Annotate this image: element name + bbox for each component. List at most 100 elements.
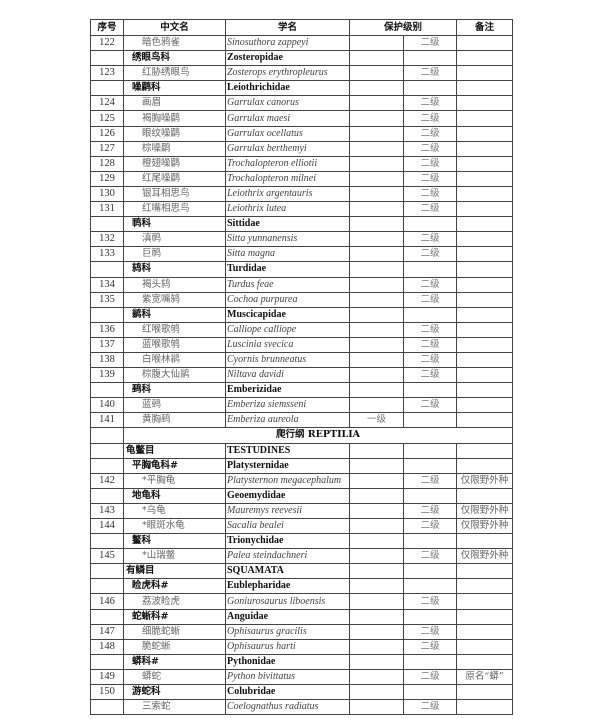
class-row: 爬行纲 REPTILIA <box>90 427 514 444</box>
family-chinese-name: 游蛇科 <box>123 684 226 701</box>
level-one <box>349 336 404 353</box>
level-two: 二级 <box>402 110 458 127</box>
level-one <box>349 563 404 580</box>
note-cell <box>456 216 514 233</box>
note-cell <box>456 457 514 474</box>
level-one <box>349 457 404 474</box>
level-one <box>349 231 404 248</box>
level-two <box>402 216 458 233</box>
note-cell <box>456 412 514 429</box>
note-cell <box>456 201 514 218</box>
number-cell: 145 <box>90 548 124 565</box>
chinese-name: 蓝鹀 <box>123 397 226 414</box>
table-header-row: 序号 中文名 学名 保护级别 备注 <box>90 19 514 36</box>
note-cell <box>456 351 514 369</box>
number-cell: 144 <box>90 517 124 535</box>
scientific-name: Ophisaurus harti <box>225 638 350 655</box>
level-one <box>349 261 404 278</box>
level-one: 一级 <box>349 412 404 429</box>
level-one <box>349 95 404 112</box>
level-one <box>349 65 404 82</box>
level-two: 二级 <box>402 367 458 384</box>
family-row: 平胸龟科# Platysternidae <box>90 457 514 474</box>
level-one <box>349 684 404 701</box>
level-one <box>349 487 404 504</box>
scientific-name: Trochalopteron milnei <box>225 170 350 187</box>
level-two: 二级 <box>402 351 458 369</box>
family-row: 地龟科 Geoemydidae <box>90 487 514 504</box>
species-row: 142 *平胸龟 Platysternon megacephalum 二级 仅限野外种 <box>90 472 514 489</box>
number-cell: 128 <box>90 155 124 172</box>
level-one <box>349 668 404 686</box>
number-cell: 150 <box>90 684 124 701</box>
number-cell <box>90 442 124 459</box>
number-cell: 136 <box>90 321 124 338</box>
level-one <box>349 638 404 655</box>
family-scientific-name: Platysternidae <box>225 457 350 474</box>
note-cell <box>456 125 514 142</box>
species-row: 129 红尾噪鹛 Trochalopteron milnei 二级 <box>90 170 514 187</box>
level-one <box>349 502 404 520</box>
species-row: 141 黄胸鹀 Emberiza aureola 一级 <box>90 412 514 429</box>
level-two <box>402 50 458 67</box>
chinese-name: 荔波睑虎 <box>123 593 226 610</box>
species-row: 127 棕噪鹛 Garrulax berthemyi 二级 <box>90 140 514 157</box>
family-row: 鸫科 Turdidae <box>90 261 514 278</box>
level-two: 二级 <box>402 140 458 157</box>
order-chinese-name: 有鳞目 <box>123 563 226 580</box>
note-cell <box>456 170 514 187</box>
header-notes: 备注 <box>456 19 514 36</box>
level-one <box>349 110 404 127</box>
scientific-name: Python bivittatus <box>225 668 350 686</box>
scientific-name: Garrulax maesi <box>225 110 350 127</box>
number-cell: 123 <box>90 65 124 82</box>
number-cell: 137 <box>90 336 124 353</box>
level-one <box>349 306 404 323</box>
number-cell: 146 <box>90 593 124 610</box>
level-two <box>402 457 458 474</box>
species-row: 134 褐头鸫 Turdus feae 二级 <box>90 276 514 293</box>
level-two: 二级 <box>402 65 458 82</box>
level-one <box>349 140 404 157</box>
level-two: 二级 <box>402 201 458 218</box>
order-row: 龟鳖目 TESTUDINES <box>90 442 514 459</box>
number-cell <box>90 487 124 504</box>
level-one <box>349 50 404 67</box>
scientific-name: Luscinia svecica <box>225 336 350 353</box>
scientific-name: Sitta yunnanensis <box>225 231 350 248</box>
species-row: 135 紫宽嘴鸫 Cochoa purpurea 二级 <box>90 291 514 308</box>
family-scientific-name: Sittidae <box>225 216 350 233</box>
level-two <box>402 442 458 459</box>
note-cell <box>456 155 514 172</box>
number-cell <box>90 306 124 323</box>
note-cell <box>456 442 514 459</box>
family-row: 150 游蛇科 Colubridae <box>90 684 514 701</box>
level-two: 二级 <box>402 668 458 686</box>
species-row: 138 白喉林鹟 Cyornis brunneatus 二级 <box>90 351 514 369</box>
chinese-name: 棕噪鹛 <box>123 140 226 157</box>
note-cell <box>456 306 514 323</box>
note-cell <box>456 578 514 595</box>
level-one <box>349 442 404 459</box>
species-row: 128 橙翅噪鹛 Trochalopteron elliotii 二级 <box>90 155 514 172</box>
level-one <box>349 472 404 489</box>
scientific-name: Cochoa purpurea <box>225 291 350 308</box>
chinese-name: 褐头鸫 <box>123 276 226 293</box>
number-cell: 141 <box>90 412 124 429</box>
level-one <box>349 80 404 97</box>
scientific-name: Emberiza aureola <box>225 412 350 429</box>
family-chinese-name: 鹟科 <box>123 306 226 323</box>
scientific-name: Calliope calliope <box>225 321 350 338</box>
header-chinese-name: 中文名 <box>123 19 226 36</box>
note-cell <box>456 382 514 399</box>
chinese-name: *山瑞鳖 <box>123 548 226 565</box>
level-one <box>349 246 404 263</box>
scientific-name: Mauremys reevesii <box>225 502 350 520</box>
order-scientific-name: TESTUDINES <box>225 442 350 459</box>
note-cell <box>456 397 514 414</box>
chinese-name: 银耳相思鸟 <box>123 185 226 203</box>
number-cell <box>90 382 124 399</box>
level-one <box>349 155 404 172</box>
level-two: 二级 <box>402 638 458 655</box>
chinese-name: 三索蛇 <box>123 699 226 716</box>
